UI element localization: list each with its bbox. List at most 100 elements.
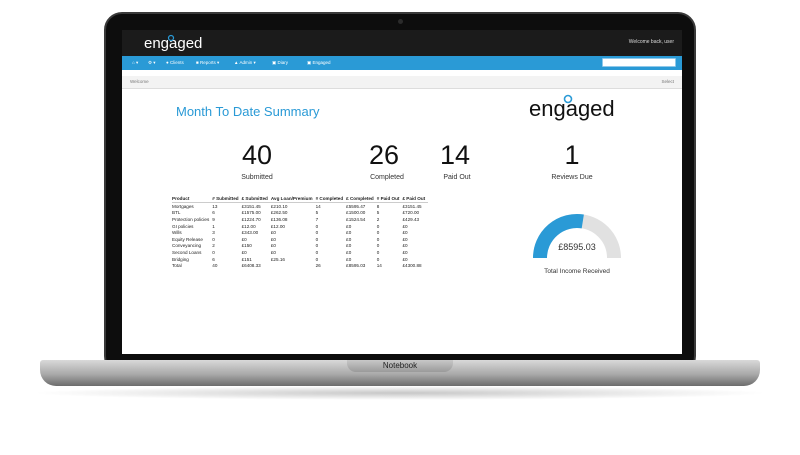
table-cell: £0 xyxy=(270,249,276,255)
breadcrumb[interactable]: Welcome xyxy=(130,79,149,84)
breadcrumb-select[interactable]: Select xyxy=(661,79,674,84)
table-cell: 14 xyxy=(376,263,382,269)
table-header-row: Product # Submitted £ Submitted Avg Loan… xyxy=(172,196,429,203)
table-cell: 0 xyxy=(376,243,380,249)
product-summary-table: Product # Submitted £ Submitted Avg Loan… xyxy=(172,196,429,269)
table-cell: £0 xyxy=(402,230,408,236)
table-cell: £3151.45 xyxy=(402,203,422,209)
table-cell: Total xyxy=(172,263,182,269)
nav-item-admin[interactable]: ▲ Admin ▾ xyxy=(234,60,256,65)
table-cell: £136.08 xyxy=(270,216,288,222)
laptop-notch xyxy=(347,360,453,372)
column-header: # Paid Out xyxy=(376,196,403,203)
table-cell: 0 xyxy=(315,243,319,249)
table-cell: £0 xyxy=(402,256,408,262)
table-cell: £0 xyxy=(402,223,408,229)
table-row: BTL 6 £1575.00 £262.50 5 £1500.00 5 £720.00 xyxy=(172,210,428,217)
column-header: # Submitted xyxy=(212,196,242,203)
table-cell: 7 xyxy=(315,216,319,222)
table-body: Mortgages 13 £3151.45 £210.10 14 £5595.47 8 £31… xyxy=(172,203,428,269)
table-cell: £210.10 xyxy=(270,203,288,209)
completed-count: 26 xyxy=(368,140,400,170)
table-cell: 26 xyxy=(315,263,321,269)
table-cell: £0 xyxy=(241,236,247,242)
reviews-due-label: Reviews Due xyxy=(551,174,593,181)
laptop-shadow xyxy=(30,386,770,400)
table-cell: 0 xyxy=(376,223,380,229)
main-nav: ⌂ ▾ ⚙ ▾ ● Clients ■ Reports ▾ ▲ Admin ▾ … xyxy=(122,56,682,70)
table-cell: £0 xyxy=(270,230,276,236)
nav-settings-icon[interactable]: ⚙ ▾ xyxy=(148,60,156,65)
table-cell: 6 xyxy=(212,256,215,262)
table-cell: £429.43 xyxy=(402,216,420,222)
table-cell: £0 xyxy=(346,249,352,255)
table-row: Mortgages 13 £3151.45 £210.10 14 £5595.47 8 £31… xyxy=(172,203,428,210)
page-title: Month To Date Summary xyxy=(176,104,320,119)
brand-logo-large: engaged xyxy=(529,94,615,121)
search-input[interactable] xyxy=(602,58,676,67)
brand-logo-text: engaged xyxy=(144,35,202,52)
welcome-text[interactable]: Welcome back, user xyxy=(628,39,674,45)
table-cell: 2 xyxy=(212,243,215,249)
table-cell: 0 xyxy=(376,236,380,242)
table-cell: £0 xyxy=(241,249,247,255)
table-cell: 14 xyxy=(315,203,321,209)
column-header: Product xyxy=(172,196,213,203)
nav-home-icon[interactable]: ⌂ ▾ xyxy=(132,60,139,65)
completed-label: Completed xyxy=(370,174,404,181)
table-cell xyxy=(271,262,316,269)
column-header: £ Paid Out xyxy=(402,196,429,203)
table-cell: 0 xyxy=(315,256,319,262)
table-cell: 0 xyxy=(315,223,319,229)
top-bar: engaged Welcome back, user xyxy=(122,30,682,56)
table-cell: 0 xyxy=(315,249,319,255)
table-cell: £151 xyxy=(241,256,252,262)
table-cell: £0 xyxy=(346,223,352,229)
table-cell: Protection policies xyxy=(172,216,210,222)
table-row: Wills 3 £343.00 £0 0 £0 0 £0 xyxy=(172,229,428,236)
table-cell: 5 xyxy=(376,210,380,216)
table-cell: £150 xyxy=(241,243,252,249)
table-cell: 5 xyxy=(315,210,319,216)
table-cell: £1224.70 xyxy=(241,216,261,222)
column-header: £ Completed xyxy=(346,196,377,203)
table-cell: £6408.33 xyxy=(241,263,261,269)
nav-item-reports[interactable]: ■ Reports ▾ xyxy=(196,60,220,65)
table-cell: £0 xyxy=(270,243,276,249)
table-cell: Bridging xyxy=(172,256,189,262)
nav-item-label: Reports xyxy=(199,60,216,65)
table-cell: £8595.03 xyxy=(346,263,366,269)
table-cell: £262.50 xyxy=(270,210,288,216)
brand-logo[interactable]: engaged xyxy=(142,33,212,53)
camera-icon xyxy=(398,19,403,24)
table-row: Bridging 6 £151 £25.16 0 £0 0 £0 xyxy=(172,256,428,263)
nav-item-label: Engaged xyxy=(312,60,331,65)
table-row: GI policies 1 £12.00 £12.00 0 £0 0 £0 xyxy=(172,223,428,230)
table-cell: £12.00 xyxy=(270,223,285,229)
table-row: Protection policies 9 £1224.70 £136.08 7 £152… xyxy=(172,216,428,223)
nav-item-diary[interactable]: ▣ Diary xyxy=(272,60,289,65)
table-total-row: Total 40 £6408.33 26 £8595.03 14 £4300.88 xyxy=(172,262,428,269)
table-cell: £3151.45 xyxy=(241,203,261,209)
table-cell: 8 xyxy=(376,203,380,209)
nav-item-label: Clients xyxy=(169,60,184,65)
table-cell: £25.16 xyxy=(270,256,285,262)
nav-item-clients[interactable]: ● Clients xyxy=(166,60,184,65)
breadcrumb-bar: Welcome Select xyxy=(122,76,682,89)
table-cell: 0 xyxy=(315,230,319,236)
table-cell: 0 xyxy=(315,236,319,242)
nav-item-engaged[interactable]: ▣ Engaged xyxy=(307,60,331,65)
table-cell: £0 xyxy=(402,236,408,242)
table-cell: 0 xyxy=(212,236,215,242)
table-cell: Wills xyxy=(172,230,182,236)
screen: engaged Welcome back, user ⌂ ▾ ⚙ ▾ ● Cli… xyxy=(122,30,682,354)
laptop-label: Notebook xyxy=(382,361,418,370)
table-cell: £0 xyxy=(346,236,352,242)
table-cell: £0 xyxy=(346,230,352,236)
table-cell: £1500.00 xyxy=(346,210,366,216)
table-cell: Conveyancing xyxy=(172,243,202,249)
table-cell: £0 xyxy=(346,243,352,249)
column-header: # Completed xyxy=(315,196,347,203)
table-cell: £0 xyxy=(402,243,408,249)
reviews-due-count: 1 xyxy=(564,140,580,170)
